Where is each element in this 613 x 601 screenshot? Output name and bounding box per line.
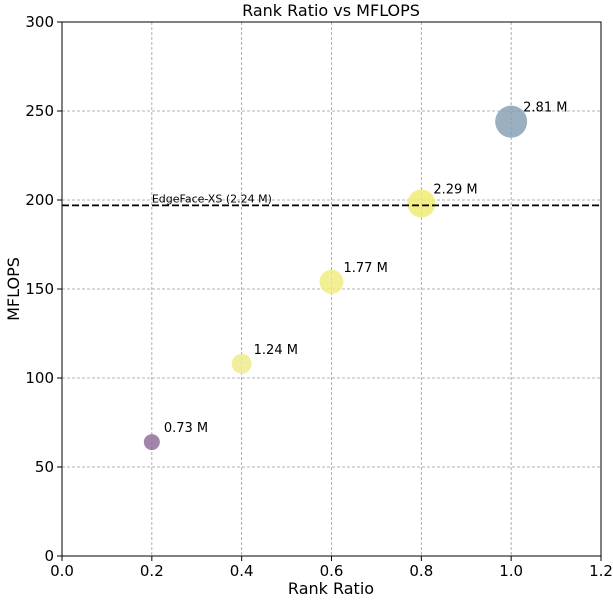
x-tick-label: 0.2 <box>140 562 164 580</box>
y-tick-label: 300 <box>25 13 54 31</box>
y-tick-label: 0 <box>44 547 54 565</box>
data-point <box>407 189 436 218</box>
data-label: 2.29 M <box>433 183 477 198</box>
axis-ticks: 0.0 0.2 0.4 0.6 0.8 1.0 1.2 0 50 100 150 200 250 300 <box>25 13 613 580</box>
x-tick-label: 1.0 <box>499 562 523 580</box>
data-labels: 0.73 M 1.24 M 1.77 M 2.29 M 2.81 M <box>164 101 568 436</box>
x-tick-label: 0.4 <box>230 562 254 580</box>
x-tick-label: 0.0 <box>50 562 74 580</box>
y-axis-label: MFLOPS <box>4 257 23 321</box>
x-tick-label: 0.8 <box>409 562 433 580</box>
x-axis-label: Rank Ratio <box>288 579 374 598</box>
reference-line-label: EdgeFace-XS (2.24 M) <box>152 192 272 205</box>
data-point <box>231 353 252 374</box>
data-point <box>495 105 528 138</box>
chart-title: Rank Ratio vs MFLOPS <box>242 1 420 20</box>
y-tick-label: 200 <box>25 191 54 209</box>
y-tick-label: 50 <box>35 458 54 476</box>
y-tick-label: 100 <box>25 369 54 387</box>
reference-line-group: EdgeFace-XS (2.24 M) <box>62 192 601 207</box>
x-tick-label: 0.6 <box>320 562 344 580</box>
data-points <box>143 105 528 451</box>
y-tick-label: 150 <box>25 280 54 298</box>
plot-frame <box>61 21 602 557</box>
data-point <box>143 434 160 451</box>
y-tick-label: 250 <box>25 102 54 120</box>
x-tick-label: 1.2 <box>589 562 613 580</box>
data-label: 2.81 M <box>523 101 567 116</box>
data-point <box>319 269 344 294</box>
data-label: 1.77 M <box>344 261 388 276</box>
data-label: 0.73 M <box>164 421 208 436</box>
data-label: 1.24 M <box>254 343 298 358</box>
